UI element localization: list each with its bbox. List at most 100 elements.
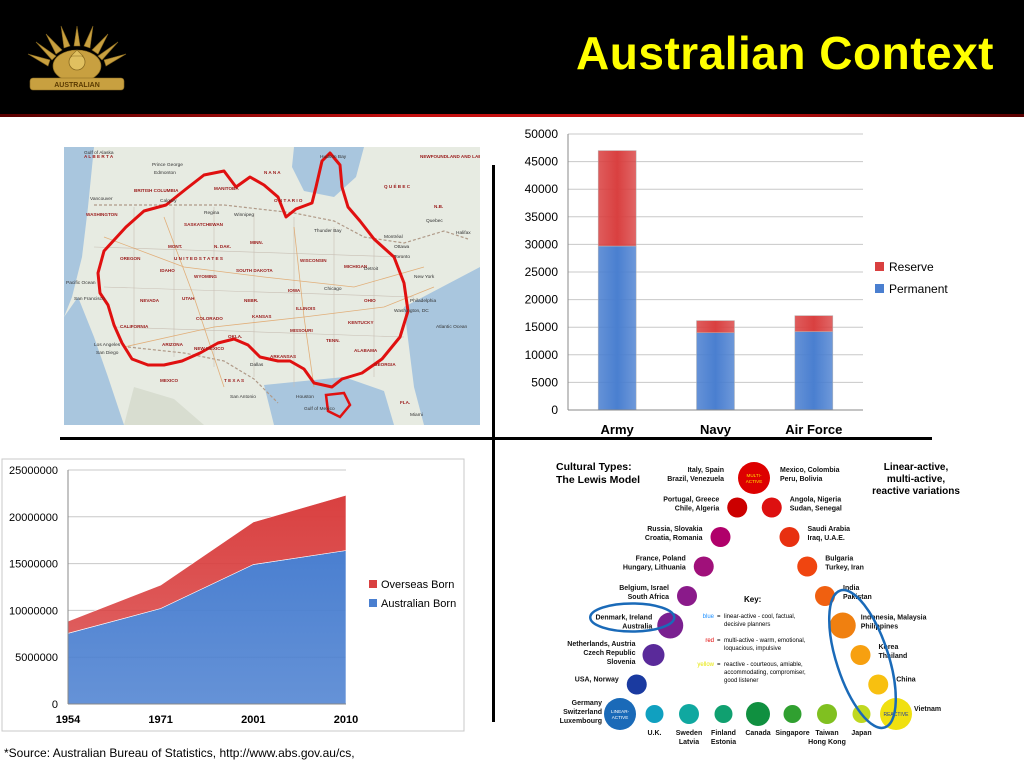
lewis-left-label: Chile, Algeria (675, 506, 720, 513)
lewis-left-label: Hungary, Lithuania (623, 565, 686, 572)
lewis-bottom-node (783, 705, 802, 723)
map-label: UTAH (182, 296, 195, 301)
bar-y-tick-label: 40000 (525, 182, 559, 196)
map-label: Halifax (456, 230, 471, 236)
map-label: ALABAMA (354, 348, 378, 353)
bar-x-tick-label: Air Force (785, 422, 842, 437)
multi-active-label: ACTIVE (746, 479, 763, 484)
map-label: Regina (204, 210, 220, 216)
map-label: Montréal (384, 234, 403, 240)
lewis-key-eq: = (717, 662, 721, 668)
bar-y-tick-label: 25000 (525, 265, 559, 279)
bar-y-tick-label: 35000 (525, 210, 559, 224)
lewis-right-label: Turkey, Iran (825, 565, 864, 572)
map-label: WISCONSIN (300, 258, 327, 263)
map-label: Vancouver (90, 196, 113, 202)
map-label: N.B. (434, 204, 443, 209)
bar-y-tick-label: 0 (551, 403, 558, 417)
area-x-tick-label: 1954 (56, 714, 81, 726)
map-label: OHIO (364, 298, 376, 303)
slide-header: AUSTRALIAN Australian Context (0, 0, 1024, 117)
bar-permanent-air-force (794, 331, 834, 411)
map-label: MISSOURI (290, 328, 313, 333)
lewis-bottom-label: Taiwan (815, 730, 838, 737)
map-label: IOWA (288, 288, 301, 293)
lewis-right-label: Bulgaria (825, 556, 853, 563)
bar-y-tick-label: 15000 (525, 320, 559, 334)
lewis-right-node (761, 497, 782, 518)
map-label: MANITOBA (214, 186, 239, 191)
logo-text: AUSTRALIAN (54, 82, 100, 89)
lewis-bottom-node (645, 705, 664, 723)
map-label: Q U É B E C (384, 182, 411, 189)
map-label: MICHIGAN (344, 264, 368, 269)
map-label: San Francisco (74, 296, 105, 302)
lewis-key-text: reactive - courteous, amiable, (724, 662, 803, 668)
lewis-right-label: Angola, Nigeria (790, 497, 841, 504)
lewis-left-node (604, 698, 636, 730)
linear-active-label: ACTIVE (612, 715, 629, 720)
lewis-left-node (727, 497, 748, 518)
map-label: San Antonio (230, 394, 256, 400)
map-label: Chicago (324, 286, 342, 292)
lewis-key-color-word: yellow (697, 662, 714, 668)
lewis-key-color-word: red (705, 638, 714, 644)
highlight-australia-ellipse (589, 602, 676, 633)
map-label: A L B E R T A (84, 154, 114, 159)
area-legend-label: Overseas Born (381, 579, 454, 591)
area-legend-label: Australian Born (381, 598, 456, 610)
map-label: Gulf of Alaska (84, 150, 114, 156)
lewis-title: The Lewis Model (556, 474, 640, 486)
lewis-right-node (779, 527, 800, 547)
lewis-left-label: Germany (572, 700, 602, 707)
map-label: OREGON (120, 256, 141, 261)
map-label: NEW MEXICO (194, 346, 225, 351)
map-label: GEORGIA (374, 362, 396, 367)
lewis-key-text: decisive planners (724, 622, 770, 628)
lewis-key-eq: = (717, 614, 721, 620)
lewis-right-label: Indonesia, Malaysia (861, 615, 927, 622)
map-label: T E X A S (224, 378, 244, 383)
map-label: MEXICO (160, 378, 179, 383)
map-label: KANSAS (252, 314, 271, 319)
lewis-bottom-node (679, 704, 699, 724)
lewis-subtitle: multi-active, (887, 474, 946, 485)
lewis-left-label: Italy, Spain (688, 467, 724, 474)
lewis-left-label: Netherlands, Austria (567, 641, 635, 648)
map-label: Hudson Bay (320, 154, 347, 160)
lewis-left-label: Czech Republic (583, 650, 635, 657)
lewis-key-title: Key: (744, 595, 761, 604)
quadrant-divider-vertical (492, 165, 495, 722)
lewis-left-label: Belgium, Israel (619, 585, 669, 592)
reactive-label: REACTIVE (883, 712, 909, 718)
population-area-chart: 25000000 20000000 15000000 10000000 5000000 0… (0, 455, 470, 735)
map-label: MONT. (168, 244, 182, 249)
bar-reserve-air-force (794, 315, 834, 332)
bar-y-tick-label: 45000 (525, 155, 559, 169)
lewis-bottom-label: Sweden (676, 730, 702, 737)
lewis-left-label: Switzerland (563, 709, 602, 716)
map-label: Quebec (426, 218, 443, 224)
bar-permanent-army (597, 245, 637, 411)
area-x-tick-label: 2001 (241, 714, 265, 726)
lewis-right-label: Mexico, Colombia (780, 467, 840, 474)
lewis-right-node (880, 698, 912, 730)
map-label: San Diego (96, 350, 119, 356)
map-label: NEBR. (244, 298, 258, 303)
lewis-left-label: USA, Norway (575, 677, 619, 684)
bar-reserve-army (597, 150, 637, 247)
map-label: Ottawa (394, 244, 410, 250)
map-label: COLORADO (196, 316, 223, 321)
area-legend-swatch (369, 580, 377, 588)
personnel-bar-chart: 50000 45000 40000 35000 30000 25000 20000 15000… (500, 120, 975, 440)
lewis-left-label: France, Poland (636, 556, 686, 563)
lewis-bottom-node (714, 705, 733, 723)
map-label: N. DAK. (214, 244, 231, 249)
lewis-key-text: linear-active - cool, factual, (724, 614, 796, 620)
bar-x-tick-label: Army (601, 422, 635, 437)
map-label: Pacific Ocean (66, 280, 96, 286)
lewis-right-node (815, 586, 835, 606)
lewis-right-node (829, 612, 856, 639)
area-y-tick-label: 5000000 (15, 652, 58, 664)
map-label: NEWFOUNDLAND AND LABRADOR (420, 154, 480, 159)
